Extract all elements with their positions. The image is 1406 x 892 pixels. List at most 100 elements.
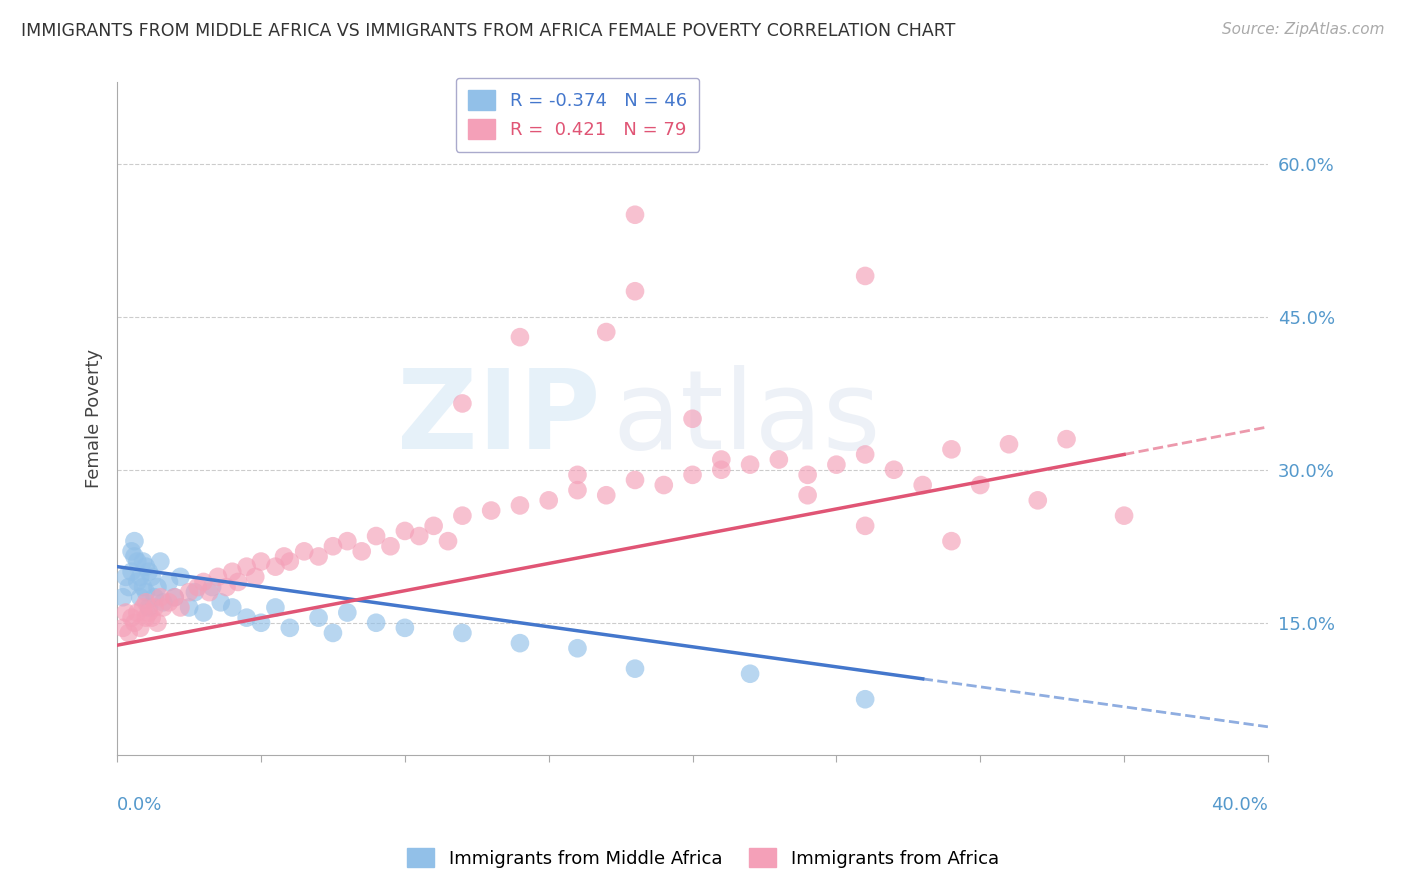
- Point: [322, 626, 344, 640]
- Point: [624, 208, 647, 222]
- Point: [127, 574, 149, 589]
- Point: [537, 493, 560, 508]
- Point: [135, 610, 157, 624]
- Point: [278, 621, 301, 635]
- Point: [135, 559, 157, 574]
- Point: [509, 636, 531, 650]
- Point: [350, 544, 373, 558]
- Point: [509, 330, 531, 344]
- Point: [394, 621, 416, 635]
- Point: [157, 595, 180, 609]
- Point: [141, 610, 163, 624]
- Point: [941, 442, 963, 457]
- Point: [451, 626, 474, 640]
- Point: [796, 488, 818, 502]
- Point: [114, 570, 136, 584]
- Point: [135, 585, 157, 599]
- Point: [883, 463, 905, 477]
- Point: [264, 559, 287, 574]
- Point: [245, 570, 267, 584]
- Point: [138, 600, 160, 615]
- Point: [121, 544, 143, 558]
- Point: [273, 549, 295, 564]
- Point: [1056, 432, 1078, 446]
- Point: [624, 473, 647, 487]
- Point: [152, 600, 174, 615]
- Point: [149, 555, 172, 569]
- Point: [710, 452, 733, 467]
- Point: [235, 559, 257, 574]
- Point: [121, 610, 143, 624]
- Point: [567, 641, 589, 656]
- Point: [738, 666, 761, 681]
- Point: [201, 580, 224, 594]
- Point: [336, 534, 359, 549]
- Point: [292, 544, 315, 558]
- Point: [264, 600, 287, 615]
- Point: [624, 285, 647, 299]
- Point: [250, 555, 273, 569]
- Point: [215, 580, 238, 594]
- Point: [146, 615, 169, 630]
- Point: [157, 574, 180, 589]
- Point: [710, 463, 733, 477]
- Point: [127, 606, 149, 620]
- Legend: Immigrants from Middle Africa, Immigrants from Africa: Immigrants from Middle Africa, Immigrant…: [396, 837, 1010, 879]
- Point: [121, 565, 143, 579]
- Point: [853, 447, 876, 461]
- Point: [682, 411, 704, 425]
- Point: [163, 591, 186, 605]
- Point: [364, 529, 387, 543]
- Point: [422, 519, 444, 533]
- Point: [825, 458, 848, 472]
- Point: [250, 615, 273, 630]
- Point: [308, 549, 330, 564]
- Point: [138, 606, 160, 620]
- Point: [595, 325, 617, 339]
- Point: [308, 610, 330, 624]
- Point: [193, 606, 215, 620]
- Point: [380, 539, 402, 553]
- Point: [118, 626, 141, 640]
- Point: [567, 467, 589, 482]
- Point: [152, 595, 174, 609]
- Point: [132, 555, 155, 569]
- Point: [132, 600, 155, 615]
- Point: [796, 467, 818, 482]
- Point: [124, 534, 146, 549]
- Point: [1026, 493, 1049, 508]
- Point: [187, 580, 209, 594]
- Point: [394, 524, 416, 538]
- Point: [221, 565, 243, 579]
- Point: [595, 488, 617, 502]
- Point: [738, 458, 761, 472]
- Point: [652, 478, 675, 492]
- Point: [149, 591, 172, 605]
- Point: [114, 606, 136, 620]
- Point: [969, 478, 991, 492]
- Point: [143, 600, 166, 615]
- Point: [853, 268, 876, 283]
- Point: [853, 519, 876, 533]
- Legend: R = -0.374   N = 46, R =  0.421   N = 79: R = -0.374 N = 46, R = 0.421 N = 79: [456, 78, 699, 152]
- Text: ZIP: ZIP: [396, 365, 600, 472]
- Y-axis label: Female Poverty: Female Poverty: [86, 349, 103, 488]
- Point: [135, 595, 157, 609]
- Point: [226, 574, 249, 589]
- Point: [278, 555, 301, 569]
- Point: [129, 621, 152, 635]
- Point: [124, 615, 146, 630]
- Point: [235, 610, 257, 624]
- Point: [336, 606, 359, 620]
- Point: [567, 483, 589, 497]
- Point: [111, 591, 134, 605]
- Point: [853, 692, 876, 706]
- Point: [143, 591, 166, 605]
- Point: [941, 534, 963, 549]
- Point: [479, 503, 502, 517]
- Text: Source: ZipAtlas.com: Source: ZipAtlas.com: [1222, 22, 1385, 37]
- Point: [911, 478, 934, 492]
- Point: [207, 570, 229, 584]
- Point: [408, 529, 430, 543]
- Point: [146, 580, 169, 594]
